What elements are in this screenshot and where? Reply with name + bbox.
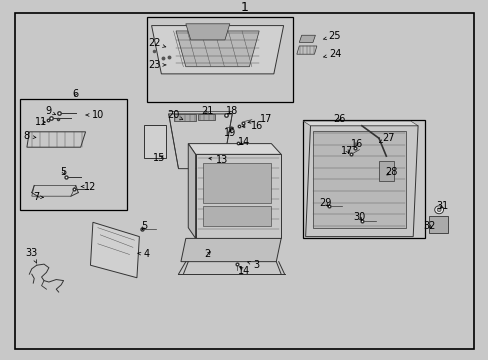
Text: 28: 28 (384, 167, 397, 177)
Polygon shape (296, 46, 316, 54)
Ellipse shape (211, 247, 224, 253)
Text: 33: 33 (25, 248, 38, 263)
Polygon shape (185, 24, 229, 40)
Bar (203, 163, 271, 203)
Text: 17: 17 (340, 146, 353, 156)
Text: 17: 17 (247, 114, 272, 123)
Bar (428, 216, 447, 233)
Text: 32: 32 (422, 221, 435, 231)
Polygon shape (198, 114, 215, 120)
Text: 10: 10 (86, 110, 104, 120)
Bar (312, 131, 405, 228)
Bar (378, 162, 393, 181)
Text: 19: 19 (223, 128, 236, 138)
Bar (20, 99, 127, 210)
Text: 20: 20 (167, 110, 183, 120)
Text: 14: 14 (238, 137, 250, 147)
Polygon shape (195, 154, 281, 238)
Ellipse shape (240, 247, 253, 253)
Text: 27: 27 (379, 133, 394, 143)
Polygon shape (27, 132, 85, 147)
Polygon shape (181, 238, 281, 262)
Polygon shape (303, 121, 417, 126)
Polygon shape (188, 144, 195, 238)
Text: 29: 29 (318, 198, 331, 208)
Bar (303, 120, 425, 238)
Text: 21: 21 (201, 107, 214, 116)
Text: 23: 23 (147, 60, 165, 70)
Polygon shape (32, 185, 76, 196)
Text: 24: 24 (323, 49, 341, 59)
Bar (146, 17, 293, 103)
Text: 7: 7 (34, 192, 43, 202)
Text: 5: 5 (61, 167, 66, 177)
Text: 3: 3 (247, 260, 259, 270)
Text: 15: 15 (152, 153, 165, 163)
Text: 26: 26 (333, 114, 346, 123)
Text: 14: 14 (238, 266, 250, 276)
Text: 4: 4 (138, 249, 149, 260)
Polygon shape (151, 26, 283, 74)
Bar (203, 206, 271, 226)
Ellipse shape (373, 136, 384, 142)
Text: 8: 8 (24, 131, 36, 141)
Text: 30: 30 (352, 212, 365, 222)
Ellipse shape (434, 206, 443, 214)
Text: 12: 12 (81, 181, 97, 192)
Text: 6: 6 (73, 89, 79, 99)
Text: 1: 1 (240, 1, 248, 14)
Ellipse shape (378, 159, 393, 164)
Text: 18: 18 (225, 107, 238, 116)
Polygon shape (176, 31, 259, 67)
Polygon shape (144, 125, 166, 158)
Text: 9: 9 (46, 107, 56, 116)
Text: 13: 13 (208, 155, 228, 165)
Polygon shape (188, 144, 281, 154)
Text: 25: 25 (323, 31, 341, 41)
Text: 16: 16 (350, 139, 363, 149)
Text: 11: 11 (35, 117, 48, 127)
Polygon shape (299, 35, 315, 42)
Polygon shape (90, 222, 139, 278)
Ellipse shape (436, 208, 440, 212)
Text: 16: 16 (242, 121, 263, 131)
Polygon shape (173, 114, 195, 121)
Polygon shape (305, 126, 417, 237)
Polygon shape (168, 114, 232, 168)
Text: 5: 5 (141, 221, 147, 231)
Text: 2: 2 (204, 249, 210, 260)
Text: 22: 22 (147, 39, 165, 49)
Text: 31: 31 (435, 201, 448, 211)
